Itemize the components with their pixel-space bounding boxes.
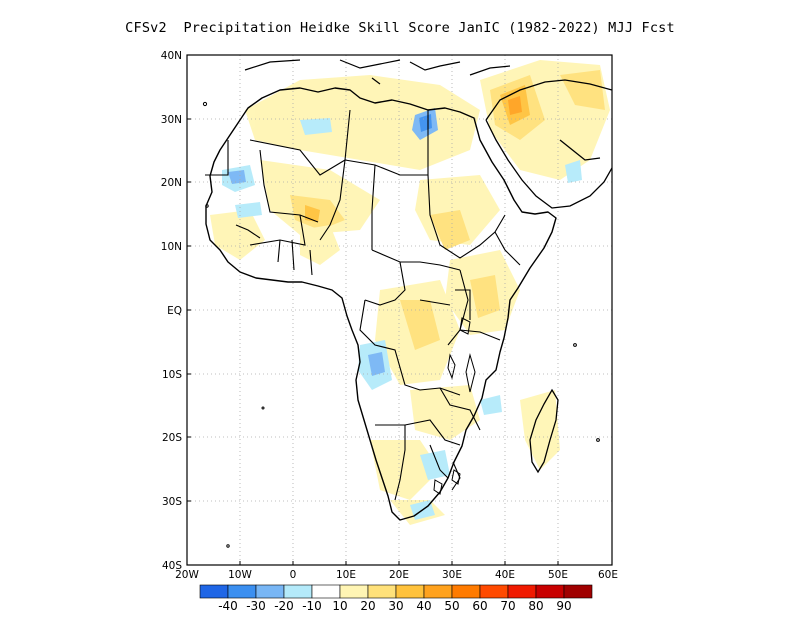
x-tick-labels: 20W 10W 0 10E 20E 30E 40E 50E 60E — [175, 569, 618, 581]
colorbar-swatch — [563, 584, 593, 599]
xtick-label: 10W — [228, 569, 252, 581]
colorbar-label: 40 — [416, 599, 431, 613]
ytick-label: 20N — [161, 177, 182, 189]
arabia-outline — [485, 79, 612, 209]
xtick-label: 10E — [336, 569, 356, 581]
colorbar-swatch — [479, 584, 509, 599]
xtick-label: 0 — [290, 569, 297, 581]
europe-coastline — [244, 59, 511, 85]
ytick-label: EQ — [167, 305, 182, 317]
colorbar — [199, 584, 593, 599]
colorbar-label: -30 — [246, 599, 266, 613]
ytick-label: 10N — [161, 241, 182, 253]
country-borders — [205, 109, 521, 501]
colorbar-label: 10 — [332, 599, 347, 613]
tick-marks — [186, 54, 613, 566]
colorbar-swatch — [199, 584, 229, 599]
colorbar-swatch — [339, 584, 369, 599]
colorbar-swatch — [507, 584, 537, 599]
colorbar-swatch — [451, 584, 481, 599]
map-title: CFSv2 Precipitation Heidke Skill Score J… — [125, 20, 675, 36]
colorbar-swatch — [535, 584, 565, 599]
xtick-label: 60E — [598, 569, 618, 581]
colorbar-label: 30 — [388, 599, 403, 613]
colorbar-label: 90 — [556, 599, 571, 613]
ytick-label: 40S — [162, 560, 182, 572]
xtick-label: 50E — [548, 569, 568, 581]
y-tick-labels: 40N 30N 20N 10N EQ 10S 20S 30S 40S — [161, 50, 183, 572]
xtick-label: 30E — [442, 569, 462, 581]
colorbar-label: 20 — [360, 599, 375, 613]
africa-coastline — [205, 87, 557, 521]
colorbar-label: 50 — [444, 599, 459, 613]
colorbar-swatch — [283, 584, 313, 599]
colorbar-labels: -40 -30 -20 -10 10 20 30 40 50 60 70 80 90 — [218, 599, 571, 613]
colorbar-swatch — [255, 584, 285, 599]
colorbar-swatch — [367, 584, 397, 599]
colorbar-label: -10 — [302, 599, 322, 613]
xtick-label: 20W — [175, 569, 199, 581]
madagascar-outline — [529, 388, 559, 474]
colorbar-swatch — [311, 584, 341, 599]
colorbar-swatch — [423, 584, 453, 599]
xtick-label: 40E — [495, 569, 515, 581]
colorbar-label: -40 — [218, 599, 238, 613]
xtick-label: 20E — [389, 569, 409, 581]
colorbar-swatch — [395, 584, 425, 599]
lakes — [202, 101, 600, 548]
colorbar-label: 80 — [528, 599, 543, 613]
colorbar-label: -20 — [274, 599, 294, 613]
colorbar-label: 60 — [472, 599, 487, 613]
ytick-label: 30S — [162, 496, 182, 508]
colorbar-label: 70 — [500, 599, 515, 613]
ytick-label: 30N — [161, 114, 182, 126]
colorbar-swatch — [227, 584, 257, 599]
ytick-label: 20S — [162, 432, 182, 444]
ytick-label: 40N — [161, 50, 182, 62]
ytick-label: 10S — [162, 369, 182, 381]
skill-shading — [210, 60, 610, 525]
